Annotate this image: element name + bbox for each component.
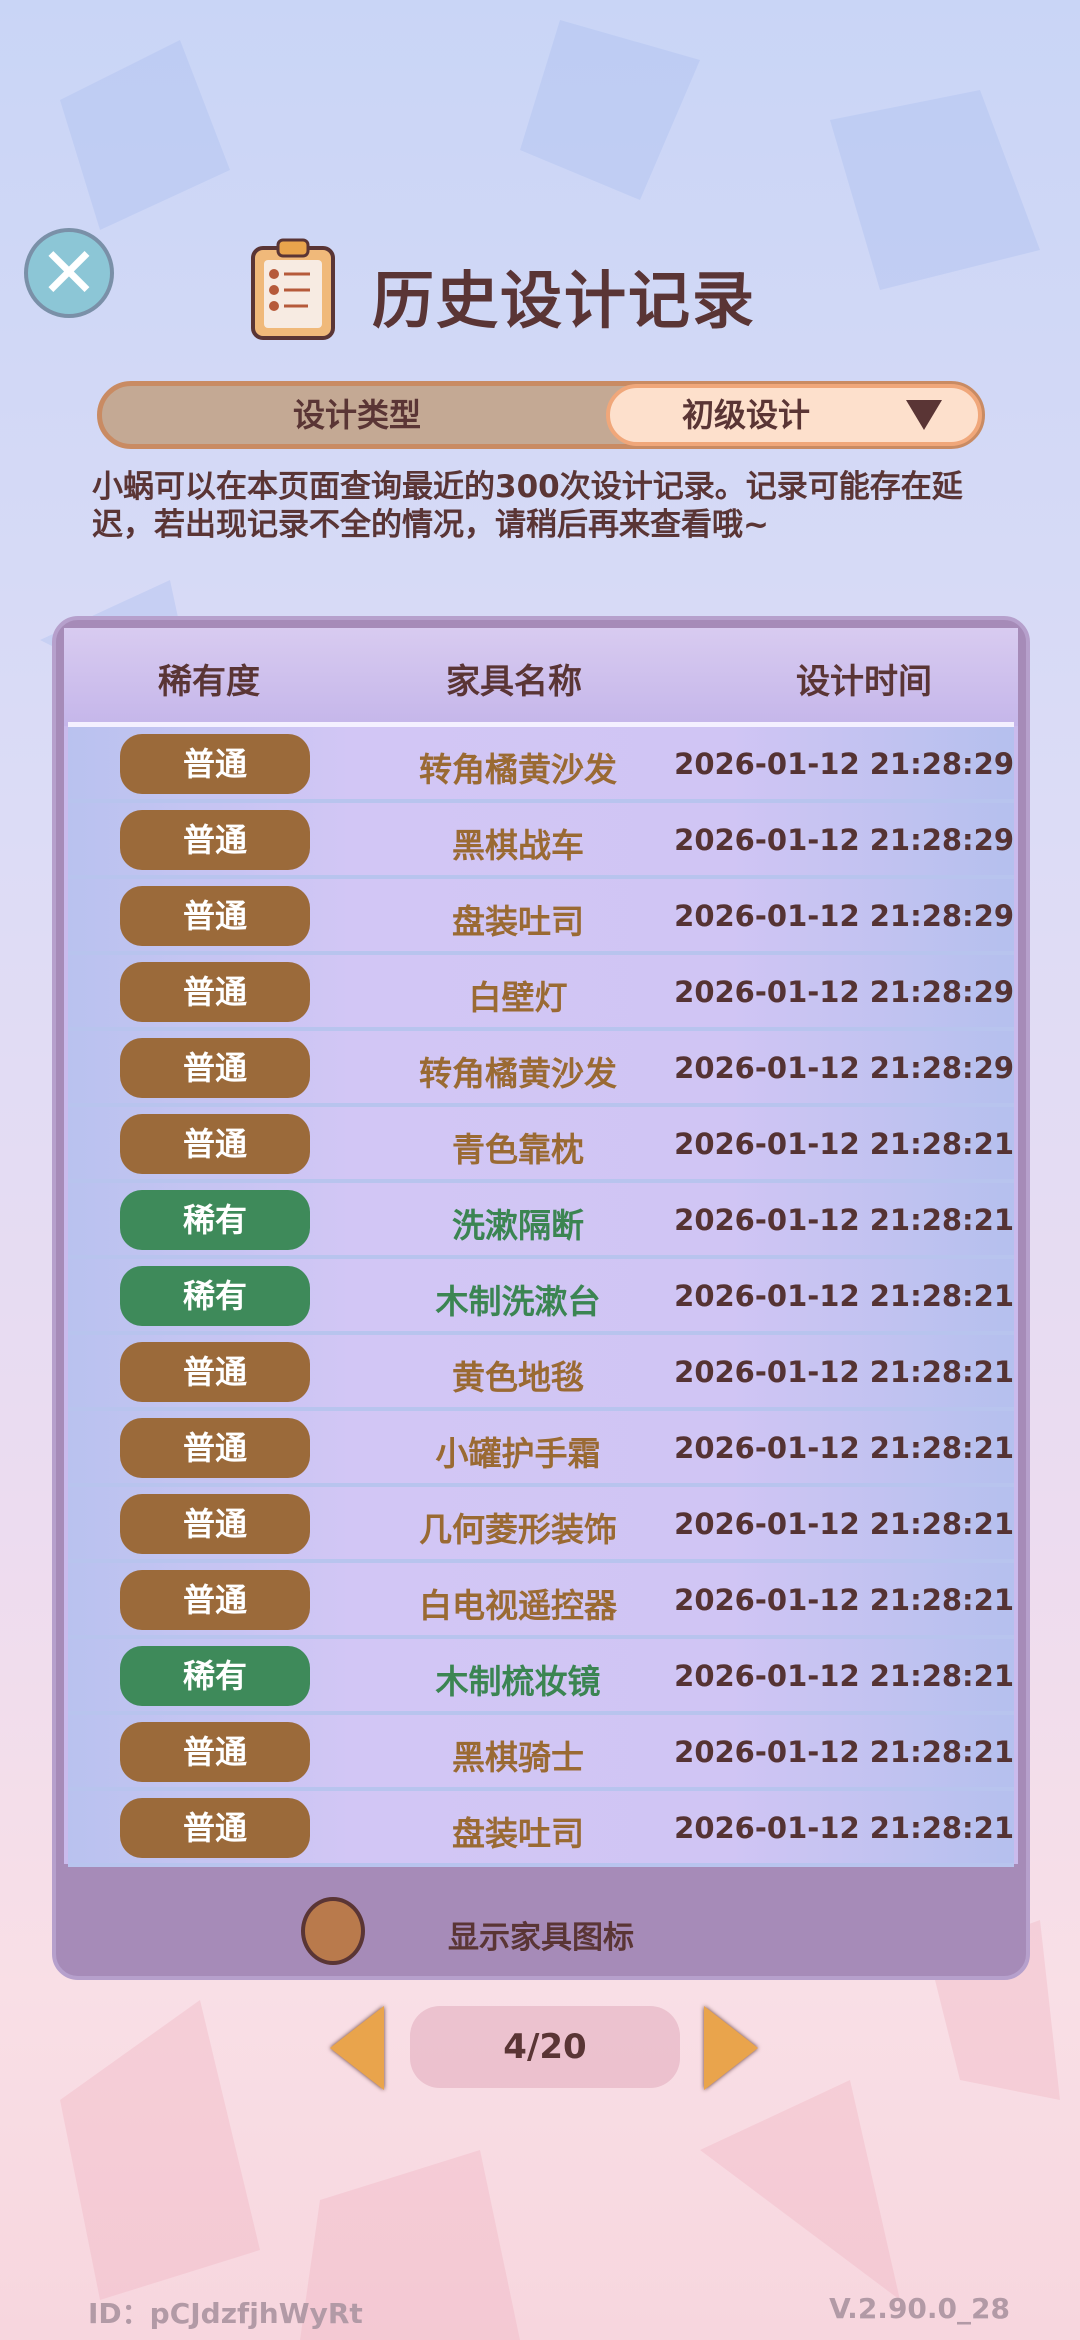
column-name: 家具名称 — [446, 662, 582, 702]
close-icon: ✕ — [39, 232, 99, 314]
rarity-badge: 普通 — [120, 962, 310, 1022]
rarity-badge: 普通 — [120, 734, 310, 794]
design-time: 2026-01-12 21:28:21 — [674, 1203, 1014, 1237]
rarity-badge: 普通 — [120, 886, 310, 946]
furniture-name: 转角橘黄沙发 — [419, 1054, 617, 1093]
design-time: 2026-01-12 21:28:21 — [674, 1583, 1014, 1617]
design-time: 2026-01-12 21:28:29 — [674, 747, 1014, 781]
design-time: 2026-01-12 21:28:21 — [674, 1507, 1014, 1541]
design-time: 2026-01-12 21:28:21 — [674, 1127, 1014, 1161]
table-row: 普通 转角橘黄沙发 2026-01-12 21:28:29 — [68, 727, 1014, 803]
rarity-badge: 普通 — [120, 1114, 310, 1174]
panel-footer: 显示家具图标 — [56, 1864, 1026, 1976]
table-header: 稀有度 家具名称 设计时间 — [64, 628, 1018, 727]
furniture-name: 黑棋战车 — [452, 826, 584, 865]
design-type-label: 设计类型 — [292, 396, 421, 434]
table-row: 普通 青色靠枕 2026-01-12 21:28:21 — [68, 1107, 1014, 1183]
furniture-name: 青色靠枕 — [452, 1130, 584, 1169]
records-panel: 稀有度 家具名称 设计时间 普通 转角橘黄沙发 2026-01-12 21:28… — [52, 616, 1030, 1980]
design-time: 2026-01-12 21:28:21 — [674, 1431, 1014, 1465]
furniture-name: 转角橘黄沙发 — [419, 750, 617, 789]
rarity-badge: 普通 — [120, 810, 310, 870]
close-button[interactable]: ✕ — [24, 228, 114, 318]
table-row: 普通 转角橘黄沙发 2026-01-12 21:28:29 — [68, 1031, 1014, 1107]
design-time: 2026-01-12 21:28:21 — [674, 1279, 1014, 1313]
furniture-name: 几何菱形装饰 — [419, 1510, 617, 1549]
furniture-name: 白电视遥控器 — [419, 1586, 617, 1625]
page-title: 历史设计记录 — [372, 264, 757, 337]
design-type-dropdown[interactable]: 初级设计 — [606, 384, 982, 446]
design-time: 2026-01-12 21:28:29 — [674, 823, 1014, 857]
table-row: 普通 黑棋战车 2026-01-12 21:28:29 — [68, 803, 1014, 879]
design-time: 2026-01-12 21:28:21 — [674, 1811, 1014, 1845]
show-icons-label: 显示家具图标 — [448, 1920, 634, 1956]
furniture-name: 盘装吐司 — [452, 1814, 584, 1853]
table-row: 普通 黑棋骑士 2026-01-12 21:28:21 — [68, 1715, 1014, 1791]
rarity-badge: 稀有 — [120, 1646, 310, 1706]
table-row: 稀有 木制洗漱台 2026-01-12 21:28:21 — [68, 1259, 1014, 1335]
column-rarity: 稀有度 — [158, 662, 260, 702]
table-row: 稀有 洗漱隔断 2026-01-12 21:28:21 — [68, 1183, 1014, 1259]
column-time: 设计时间 — [796, 662, 932, 702]
furniture-name: 木制洗漱台 — [435, 1282, 601, 1321]
rarity-badge: 普通 — [120, 1798, 310, 1858]
design-type-selector: 设计类型 初级设计 — [97, 381, 985, 449]
table-row: 稀有 木制梳妆镜 2026-01-12 21:28:21 — [68, 1639, 1014, 1715]
version-label: V.2.90.0_28 — [829, 2292, 1010, 2325]
table-row: 普通 白壁灯 2026-01-12 21:28:29 — [68, 955, 1014, 1031]
rarity-badge: 普通 — [120, 1342, 310, 1402]
furniture-name: 小罐护手霜 — [435, 1434, 601, 1473]
design-time: 2026-01-12 21:28:29 — [674, 899, 1014, 933]
furniture-name: 盘装吐司 — [452, 902, 584, 941]
rarity-badge: 普通 — [120, 1570, 310, 1630]
design-time: 2026-01-12 21:28:29 — [674, 1051, 1014, 1085]
design-time: 2026-01-12 21:28:21 — [674, 1355, 1014, 1389]
triangle-down-icon — [906, 400, 942, 430]
design-time: 2026-01-12 21:28:21 — [674, 1735, 1014, 1769]
clipboard-icon — [251, 238, 335, 340]
table-row: 普通 盘装吐司 2026-01-12 21:28:29 — [68, 879, 1014, 955]
user-id: ID：pCJdzfjhWyRt — [88, 2297, 363, 2330]
furniture-name: 黑棋骑士 — [452, 1738, 584, 1777]
table-row: 普通 白电视遥控器 2026-01-12 21:28:21 — [68, 1563, 1014, 1639]
rarity-badge: 稀有 — [120, 1190, 310, 1250]
page-indicator: 4/20 — [410, 2006, 680, 2088]
rarity-badge: 稀有 — [120, 1266, 310, 1326]
furniture-name: 黄色地毯 — [452, 1358, 584, 1397]
design-time: 2026-01-12 21:28:21 — [674, 1659, 1014, 1693]
furniture-name: 洗漱隔断 — [452, 1206, 584, 1245]
header-divider — [68, 722, 1014, 727]
prev-page-arrow-icon[interactable] — [330, 2006, 384, 2090]
rarity-badge: 普通 — [120, 1494, 310, 1554]
rarity-badge: 普通 — [120, 1418, 310, 1478]
description-text: 小蜗可以在本页面查询最近的300次设计记录。记录可能存在延迟，若出现记录不全的情… — [92, 469, 963, 543]
table-row: 普通 黄色地毯 2026-01-12 21:28:21 — [68, 1335, 1014, 1411]
records-table[interactable]: 稀有度 家具名称 设计时间 普通 转角橘黄沙发 2026-01-12 21:28… — [64, 628, 1018, 1867]
furniture-name: 木制梳妆镜 — [435, 1662, 601, 1701]
rarity-badge: 普通 — [120, 1722, 310, 1782]
rarity-badge: 普通 — [120, 1038, 310, 1098]
design-type-value: 初级设计 — [682, 396, 811, 434]
furniture-name: 白壁灯 — [468, 978, 568, 1017]
show-icons-toggle[interactable] — [301, 1897, 365, 1965]
table-row: 普通 盘装吐司 2026-01-12 21:28:21 — [68, 1791, 1014, 1867]
table-row: 普通 小罐护手霜 2026-01-12 21:28:21 — [68, 1411, 1014, 1487]
design-time: 2026-01-12 21:28:29 — [674, 975, 1014, 1009]
next-page-arrow-icon[interactable] — [704, 2006, 758, 2090]
table-row: 普通 几何菱形装饰 2026-01-12 21:28:21 — [68, 1487, 1014, 1563]
